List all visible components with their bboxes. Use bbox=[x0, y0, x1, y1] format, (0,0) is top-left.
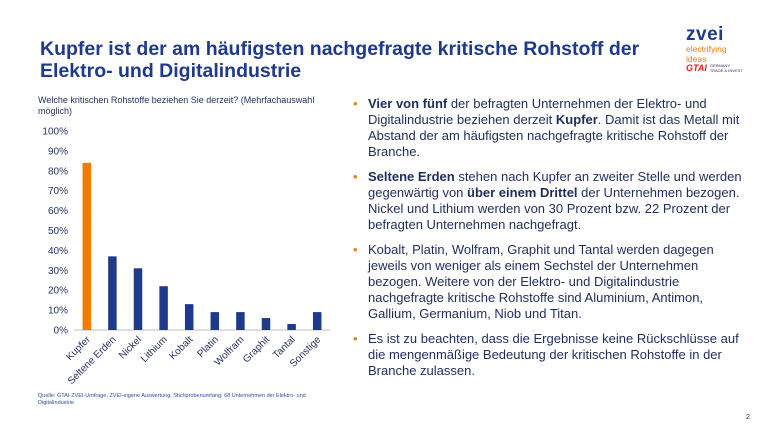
bar bbox=[133, 268, 143, 330]
bullet-item: • Vier von fünf der befragten Unternehmen… bbox=[351, 96, 751, 160]
bar bbox=[108, 256, 117, 330]
bullet-dot: • bbox=[353, 242, 358, 257]
gtai-subtitle-line-1: GERMANY bbox=[709, 63, 731, 68]
y-tick-label: 40% bbox=[48, 246, 68, 257]
bullet-item: • Kobalt, Platin, Wolfram, Graphit und Ta… bbox=[351, 242, 751, 322]
bullet-bold-text: Kupfer bbox=[555, 112, 598, 127]
y-tick-label: 50% bbox=[48, 226, 68, 237]
y-tick-label: 20% bbox=[48, 286, 68, 297]
y-tick-label: 0% bbox=[54, 326, 69, 337]
y-tick-label: 90% bbox=[48, 146, 68, 157]
gtai-logo: GTAI GERMANY TRADE & INVEST bbox=[686, 63, 743, 73]
y-tick-label: 80% bbox=[48, 166, 68, 177]
y-tick-label: 60% bbox=[48, 206, 68, 217]
x-tick-label: Lithium bbox=[139, 334, 170, 365]
zvei-wordmark: zvei bbox=[686, 24, 724, 45]
zvei-logo: zvei electrifying ideas GTAI GERMANY TRA… bbox=[686, 24, 756, 82]
bullet-dot: • bbox=[353, 96, 358, 111]
y-tick-label: 10% bbox=[48, 306, 68, 317]
bullet-bold-text: über einem Drittel bbox=[467, 185, 578, 200]
bar bbox=[82, 162, 92, 330]
y-tick-label: 70% bbox=[48, 186, 68, 197]
bullet-item: • Es ist zu beachten, dass die Ergebnisse… bbox=[351, 331, 751, 379]
bar bbox=[159, 286, 168, 330]
gtai-subtitle-line-2: TRADE & INVEST bbox=[709, 67, 743, 73]
bullet-text: . Damit ist das Metall mit Abstand der a… bbox=[368, 112, 740, 159]
bullet-text: stehen nach Kupfer an zweiter Stelle und… bbox=[368, 169, 742, 200]
y-tick-label: 30% bbox=[48, 266, 68, 277]
zvei-tagline-2: ideas bbox=[686, 53, 707, 64]
zvei-tagline-1: electrifying bbox=[686, 44, 727, 54]
slide-title: Kupfer ist der am häufigsten nachgefragt… bbox=[40, 38, 640, 82]
bar bbox=[287, 324, 296, 330]
chart-question: Welche kritischen Rohstoffe beziehen Sie… bbox=[38, 95, 315, 116]
bullet-text: Kobalt, Platin, Wolfram, Graphit und Tan… bbox=[368, 242, 714, 321]
bullet-text: der Unternehmen bezogen. Nickel und Lith… bbox=[368, 185, 740, 232]
y-tick-label: 100% bbox=[42, 127, 68, 138]
bar bbox=[184, 304, 194, 330]
bullet-bold-text: Vier von fünf bbox=[368, 96, 448, 111]
page-number: 2 bbox=[746, 414, 750, 421]
gtai-subtitle: GERMANY TRADE & INVEST bbox=[709, 63, 743, 73]
bar-chart: 0%10%20%30%40%50%60%70%80%90%100%KupferS… bbox=[42, 127, 330, 387]
x-tick-label: Graphit bbox=[241, 334, 272, 365]
bar bbox=[261, 318, 271, 330]
bullet-dot: • bbox=[353, 169, 358, 184]
bullet-list: • Vier von fünf der befragten Unternehmen… bbox=[351, 96, 751, 388]
bar bbox=[312, 312, 322, 330]
gtai-wordmark: GTAI bbox=[686, 63, 707, 73]
bullet-bold-text: Seltene Erden bbox=[368, 169, 455, 184]
bullet-text: der befragten Unternehmen der Elektro- u… bbox=[368, 96, 707, 127]
bullet-text: Es ist zu beachten, dass die Ergebnisse … bbox=[368, 331, 739, 378]
bar bbox=[236, 312, 245, 330]
bullet-dot: • bbox=[353, 331, 358, 346]
bullet-item: • Seltene Erden stehen nach Kupfer an zwe… bbox=[351, 169, 751, 233]
x-tick-label: Kobalt bbox=[167, 334, 195, 362]
source-note: Quelle: GTAI-ZVEI-Umfrage, ZVEI-eigene A… bbox=[38, 393, 306, 406]
bar bbox=[210, 312, 220, 330]
